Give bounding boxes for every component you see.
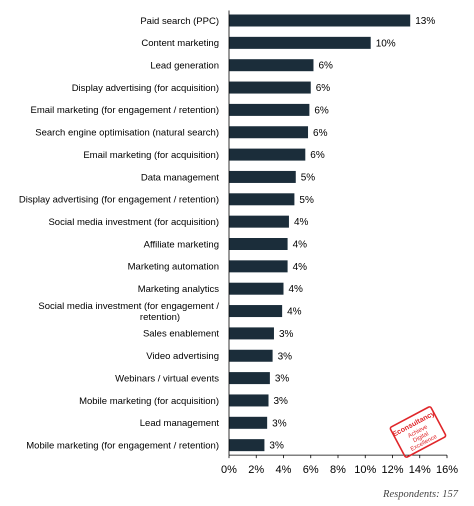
category-label: Email marketing (for acquisition) [83, 150, 219, 161]
category-label: Data management [141, 172, 220, 183]
value-label: 6% [318, 61, 333, 72]
bar [229, 81, 311, 94]
value-label: 3% [275, 374, 290, 385]
value-label: 4% [289, 284, 304, 295]
bar [229, 215, 289, 228]
x-tick-label: 12% [381, 464, 403, 476]
value-label: 13% [415, 16, 435, 27]
category-label: Webinars / virtual events [115, 373, 219, 384]
bars-group [229, 14, 411, 452]
category-label: Mobile marketing (for engagement / reten… [26, 440, 219, 451]
value-label: 5% [299, 195, 314, 206]
bar [229, 394, 269, 407]
x-tick-label: 4% [276, 464, 292, 476]
category-label: Display advertising (for acquisition) [72, 83, 219, 94]
category-labels-group: Paid search (PPC) Content marketing Lead g… [19, 16, 220, 452]
category-label: Lead management [140, 418, 220, 429]
respondents-footnote: Respondents: 157 [383, 489, 458, 500]
bar [229, 439, 265, 452]
x-tick-label: 14% [409, 464, 431, 476]
category-label: Sales enablement [143, 329, 219, 340]
x-tick-label: 0% [221, 464, 237, 476]
value-label: 3% [278, 351, 293, 362]
bar [229, 193, 295, 206]
category-label: Video advertising [146, 351, 219, 362]
value-label: 3% [272, 418, 287, 429]
bar [229, 238, 288, 250]
category-label: Lead generation [150, 61, 219, 72]
bar [229, 126, 309, 139]
category-label: Social media investment (for engagement … [38, 301, 219, 323]
value-label: 4% [293, 262, 308, 273]
value-label: 6% [310, 150, 325, 161]
x-tick-label: 10% [354, 464, 376, 476]
bar [229, 305, 283, 318]
value-label: 3% [279, 329, 294, 340]
bar [229, 148, 306, 161]
value-label: 3% [274, 396, 289, 407]
bar [229, 260, 288, 273]
category-label: Paid search (PPC) [140, 16, 219, 27]
bar [229, 103, 310, 116]
x-tick-label: 16% [436, 464, 458, 476]
value-label: 4% [287, 307, 302, 318]
bar-chart: Paid search (PPC) Content marketing Lead g… [19, 10, 458, 476]
bar [229, 349, 273, 362]
bar [229, 327, 274, 340]
bar [229, 59, 314, 72]
category-label: Marketing automation [128, 262, 219, 273]
bar [229, 372, 270, 385]
category-label: Search engine optimisation (natural sear… [35, 128, 219, 139]
value-label: 6% [314, 105, 329, 116]
bar [229, 14, 411, 27]
value-label: 3% [269, 441, 284, 452]
bar [229, 282, 284, 295]
bar [229, 416, 268, 429]
value-label: 4% [294, 217, 309, 228]
x-tick-label: 2% [248, 464, 264, 476]
value-label: 5% [301, 172, 316, 183]
value-label: 10% [376, 38, 396, 49]
value-label: 6% [316, 83, 331, 94]
value-label: 6% [313, 128, 328, 139]
value-label: 4% [293, 240, 308, 251]
category-label: Display advertising (for engagement / re… [19, 195, 219, 206]
category-label: Social media investment (for acquisition… [48, 217, 219, 228]
bar [229, 170, 296, 183]
value-labels-group: 13% 10% 6% 6% 6% 6% 6% 5% 5% 4% 4% 4% 4% 4% 3% 3% 3% 3% 3%… [269, 16, 435, 452]
category-label: Affiliate marketing [144, 239, 219, 250]
x-tick-label: 6% [303, 464, 319, 476]
category-label: Content marketing [141, 38, 219, 49]
econsultancy-logo: Econsultancy Achieve Digital Excellence [389, 403, 447, 461]
bar [229, 36, 371, 49]
category-label: Mobile marketing (for acquisition) [79, 396, 219, 407]
category-label: Marketing analytics [138, 284, 220, 295]
x-tick-label: 8% [330, 464, 346, 476]
category-label: Email marketing (for engagement / retent… [30, 105, 219, 116]
